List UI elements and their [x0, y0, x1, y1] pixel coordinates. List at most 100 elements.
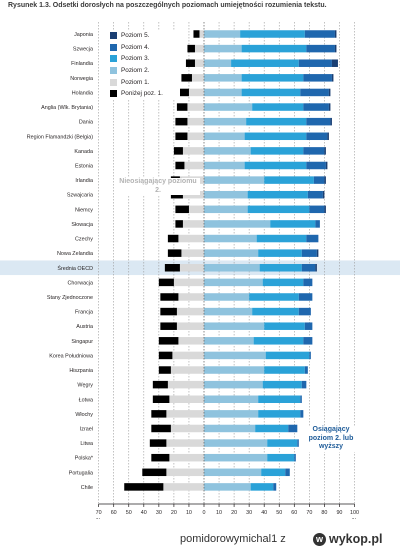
annotation-below-level-2: Nieosiągający poziomu 2. — [116, 178, 200, 195]
bar-segment — [163, 483, 204, 491]
bar-segment — [313, 176, 325, 184]
x-tick-label: 80 — [321, 510, 327, 516]
bar-segment — [297, 439, 299, 447]
legend-swatch — [110, 43, 117, 51]
bar-segment — [301, 380, 307, 389]
bar-segment — [160, 293, 179, 301]
category-label: Korea Południowa — [49, 353, 93, 359]
bar-segment — [328, 88, 331, 97]
bar-segment — [204, 366, 265, 374]
category-label: Chorwacja — [68, 280, 93, 286]
x-tick-label: 10 — [186, 510, 192, 516]
bar-segment — [204, 132, 245, 141]
x-tick-label: 60 — [111, 510, 117, 516]
bar-segment — [179, 264, 204, 272]
x-tick-label: 10 — [216, 510, 222, 516]
legend-item: Poziom 2. — [110, 65, 180, 77]
bar-segment — [182, 147, 204, 155]
bar-segment — [249, 293, 299, 301]
bar-segment — [204, 307, 253, 316]
x-tick-label: 100 — [350, 510, 359, 516]
legend-swatch — [110, 67, 117, 75]
bar-segment — [255, 424, 289, 433]
bar-segment — [204, 264, 260, 272]
bar-segment — [204, 468, 262, 477]
bar-segment — [270, 220, 316, 228]
bar-segment — [176, 307, 204, 316]
x-tick-label: 70 — [96, 510, 102, 516]
category-label: Szwajcaria — [67, 193, 93, 199]
bar-segment — [204, 205, 248, 214]
bar-segment — [204, 234, 257, 243]
bar-segment — [175, 117, 188, 126]
bar-segment — [298, 59, 332, 67]
bar-segment — [191, 74, 204, 82]
x-tick-label: 30 — [246, 510, 252, 516]
x-tick-label: 50 — [126, 510, 132, 516]
category-label: Finlandia — [71, 61, 93, 67]
category-label: Włochy — [75, 412, 93, 418]
bar-segment — [307, 190, 323, 199]
bar-segment — [334, 44, 337, 53]
category-label: Słowacja — [71, 222, 93, 228]
bar-segment — [324, 147, 326, 155]
bar-segment — [142, 468, 167, 477]
bar-segment — [273, 483, 277, 491]
bar-segment — [204, 147, 251, 155]
bar-segment — [324, 205, 326, 214]
legend-label: Poziom 1. — [121, 78, 150, 86]
legend-label: Poniżej poz. 1. — [121, 90, 163, 98]
bar-segment — [300, 88, 329, 97]
category-label: Japonia — [74, 32, 93, 38]
category-label: Irlandia — [75, 178, 93, 184]
bar-segment — [301, 264, 316, 272]
bar-segment — [187, 117, 204, 126]
category-label: Szwecja — [73, 47, 93, 53]
legend-swatch — [110, 55, 117, 63]
bar-segment — [172, 351, 204, 360]
bar-segment — [267, 453, 295, 462]
legend-item: Poziom 3. — [110, 53, 180, 65]
bar-segment — [334, 30, 337, 38]
bar-segment — [199, 30, 204, 38]
bar-segment — [306, 234, 319, 243]
bar-segment — [124, 483, 164, 491]
footer-user[interactable]: pomidorowymichal1 — [180, 533, 278, 545]
category-label: Chile — [81, 485, 93, 491]
bar-segment — [193, 30, 200, 38]
bar-segment — [204, 424, 256, 433]
bar-segment — [204, 337, 254, 345]
bar-segment — [204, 453, 268, 462]
legend-swatch — [110, 32, 117, 40]
legend-label: Poziom 4. — [121, 43, 150, 51]
bar-segment — [303, 278, 313, 287]
bar-segment — [256, 234, 307, 243]
x-tick-label: 40 — [261, 510, 267, 516]
chart-title: Rysunek 1.3. Odsetki dorosłych na poszcz… — [8, 2, 327, 9]
bar-segment — [265, 351, 310, 360]
bar-segment — [264, 366, 305, 374]
bar-segment — [204, 44, 242, 53]
category-label: Izrael — [80, 426, 93, 432]
bar-segment — [258, 249, 302, 257]
bar-segment — [204, 30, 241, 38]
wykop-logo[interactable]: w wykop.pl — [313, 532, 382, 546]
bar-segment — [241, 44, 307, 53]
category-label: Kanada — [74, 149, 93, 155]
bar-segment — [194, 59, 204, 67]
x-tick-label: 90 — [336, 510, 342, 516]
footer-credit: pomidorowymichal1 z — [180, 533, 286, 545]
bar-segment — [246, 117, 307, 126]
category-label: Węgry — [77, 383, 93, 389]
bar-segment — [204, 88, 242, 97]
category-label: Polska* — [75, 456, 94, 462]
bar-segment — [187, 132, 204, 141]
bar-segment — [181, 249, 204, 257]
bar-segment — [166, 439, 204, 447]
x-tick-label: 70 — [306, 510, 312, 516]
bar-segment — [204, 483, 251, 491]
footer-separator: z — [280, 533, 286, 545]
bar-segment — [250, 147, 304, 155]
bar-segment — [176, 322, 204, 330]
legend-label: Poziom 3. — [121, 55, 150, 63]
